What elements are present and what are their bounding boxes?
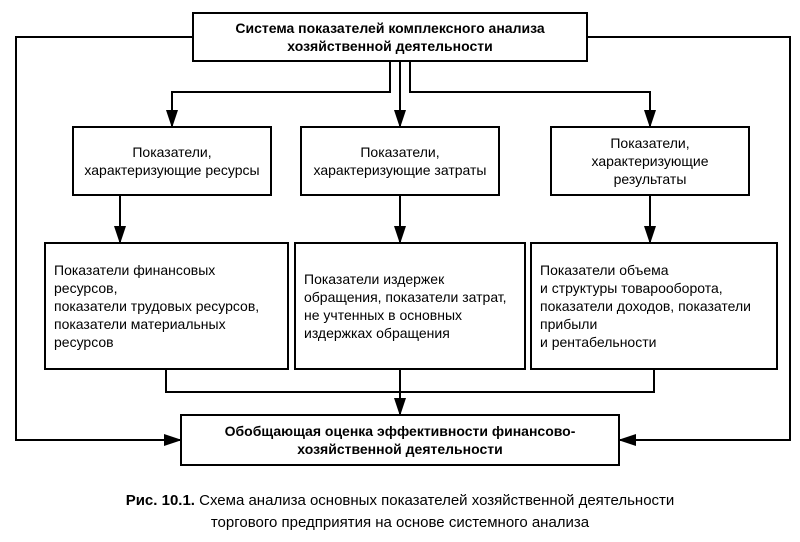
caption-label: Рис. 10.1. <box>126 492 195 509</box>
node-det-right-text: Показатели объема и структуры товарообор… <box>540 261 768 352</box>
node-mid-center-text: Показатели, характеризующие затраты <box>310 143 490 179</box>
node-mid-right: Показатели, характеризующие результаты <box>550 126 750 196</box>
node-mid-left-text: Показатели, характеризующие ресурсы <box>82 143 262 179</box>
node-det-left-text: Показатели финансовых ресурсов, показате… <box>54 261 279 352</box>
caption-text1: Схема анализа основных показателей хозяй… <box>199 492 674 509</box>
node-bottom-text: Обобщающая оценка эффективности финансов… <box>190 422 610 458</box>
node-mid-center: Показатели, характеризующие затраты <box>300 126 500 196</box>
node-root: Система показателей комплексного анализа… <box>192 12 588 62</box>
figure-caption-line2: торгового предприятия на основе системно… <box>0 514 800 531</box>
edge-detleft-bottom <box>166 370 400 392</box>
node-det-center-text: Показатели издержек обращения, показател… <box>304 270 516 343</box>
node-mid-left: Показатели, характеризующие ресурсы <box>72 126 272 196</box>
node-det-right: Показатели объема и структуры товарообор… <box>530 242 778 370</box>
edge-detright-bottom <box>400 370 654 392</box>
edge-root-midright <box>410 62 650 126</box>
node-bottom: Обобщающая оценка эффективности финансов… <box>180 414 620 466</box>
node-root-text: Система показателей комплексного анализа… <box>202 19 578 55</box>
caption-text2: торгового предприятия на основе системно… <box>211 514 589 531</box>
node-det-left: Показатели финансовых ресурсов, показате… <box>44 242 289 370</box>
node-det-center: Показатели издержек обращения, показател… <box>294 242 526 370</box>
figure-caption-line1: Рис. 10.1. Схема анализа основных показа… <box>0 492 800 509</box>
node-mid-right-text: Показатели, характеризующие результаты <box>560 134 740 189</box>
edge-root-midleft <box>172 62 390 126</box>
edge-feedback-left <box>16 37 192 440</box>
edge-feedback-right <box>588 37 790 440</box>
